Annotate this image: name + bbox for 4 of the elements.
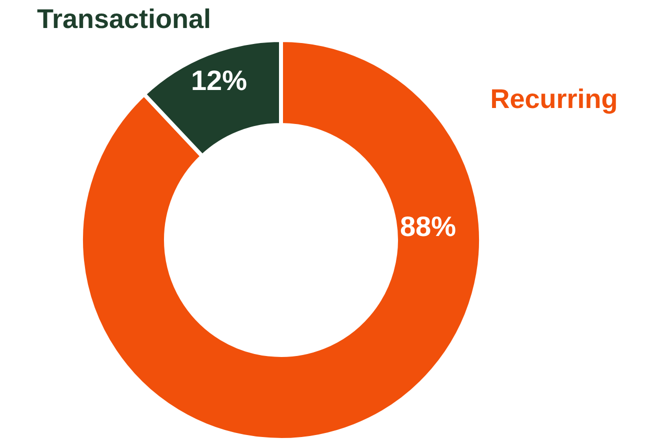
data-label: 12% xyxy=(190,65,248,96)
slice-label: Recurring xyxy=(490,84,618,114)
slice-label: Transactional xyxy=(36,4,212,34)
data-label: 88% xyxy=(400,211,456,242)
